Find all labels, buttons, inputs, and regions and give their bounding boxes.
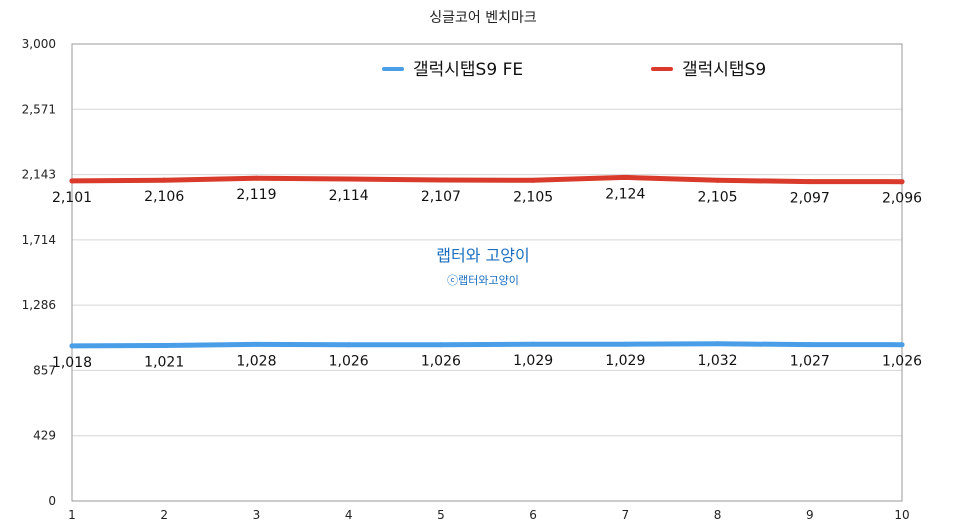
x-tick-label: 7: [622, 508, 630, 522]
series-line-s9fe: [69, 341, 905, 349]
y-tick-label: 429: [33, 429, 56, 443]
y-tick-label: 3,000: [22, 37, 56, 51]
data-label: 2,124: [605, 186, 645, 202]
data-label: 1,029: [605, 353, 645, 369]
data-label: 2,119: [236, 187, 276, 203]
data-point: [715, 341, 721, 347]
data-label: 1,026: [421, 354, 461, 370]
data-label: 2,106: [144, 189, 184, 205]
x-tick-label: 6: [529, 508, 537, 522]
data-label: 2,096: [882, 191, 922, 207]
plot-frame: [71, 43, 903, 502]
data-point: [807, 179, 813, 185]
y-tick-label: 2,571: [22, 102, 56, 116]
data-label: 2,097: [790, 191, 830, 207]
x-tick-label: 9: [806, 508, 814, 522]
data-point: [899, 342, 905, 348]
data-point: [161, 342, 167, 348]
y-tick-label: 857: [33, 363, 56, 377]
data-point: [161, 177, 167, 183]
x-tick-label: 1: [68, 508, 76, 522]
data-label: 2,105: [513, 189, 553, 205]
data-label: 2,101: [52, 190, 92, 206]
x-tick-label: 10: [894, 508, 909, 522]
data-point: [807, 342, 813, 348]
x-tick-label: 8: [714, 508, 722, 522]
data-point: [530, 177, 536, 183]
x-tick-label: 2: [160, 508, 168, 522]
legend-label-s9: 갤럭시탭S9: [682, 60, 766, 80]
x-tick-label: 4: [345, 508, 353, 522]
y-tick-label: 0: [48, 494, 56, 508]
chart-title: 싱글코어 벤치마크: [429, 10, 537, 26]
data-label: 1,026: [882, 354, 922, 370]
y-tick-label: 1,286: [22, 298, 56, 312]
watermark-copyright: ⓒ랩터와고양이: [447, 274, 519, 287]
data-label: 2,114: [329, 188, 369, 204]
data-point: [622, 174, 628, 180]
data-label: 1,032: [698, 353, 738, 369]
data-point: [622, 341, 628, 347]
data-point: [438, 342, 444, 348]
watermark-text: 랩터와 고양이: [436, 246, 529, 265]
x-tick-label: 5: [437, 508, 445, 522]
data-label: 2,107: [421, 189, 461, 205]
x-axis-ticks: 1 2 3 4 5 6 7 8 9 10: [68, 508, 909, 522]
y-tick-label: 1,714: [22, 233, 56, 247]
series-lines: [69, 174, 905, 349]
data-point: [438, 177, 444, 183]
data-point: [69, 178, 75, 184]
x-tick-label: 3: [253, 508, 261, 522]
data-point: [346, 176, 352, 182]
watermark: 랩터와 고양이 ⓒ랩터와고양이: [436, 246, 529, 287]
data-point: [715, 177, 721, 183]
data-point: [346, 342, 352, 348]
series-line-s9: [69, 174, 905, 185]
data-point: [253, 341, 259, 347]
data-label: 1,026: [329, 354, 369, 370]
data-label: 1,029: [513, 353, 553, 369]
grid-lines: [72, 43, 902, 502]
data-point: [253, 175, 259, 181]
y-tick-label: 2,143: [22, 168, 56, 182]
data-point: [530, 341, 536, 347]
data-point: [69, 343, 75, 349]
data-label: 1,021: [144, 354, 184, 370]
data-labels: 1,018 1,021 1,028 1,026 1,026 1,029 1,029 1,032…: [52, 186, 922, 370]
y-axis-ticks: 0 429 857 1,286 1,714 2,143 2,571 3,000: [22, 37, 56, 508]
data-label: 1,027: [790, 354, 830, 370]
data-label: 2,105: [698, 189, 738, 205]
legend: 갤럭시탭S9 FE 갤럭시탭S9: [382, 60, 766, 80]
data-point: [899, 179, 905, 185]
data-label: 1,018: [52, 355, 92, 371]
legend-label-s9fe: 갤럭시탭S9 FE: [413, 60, 523, 80]
data-label: 1,028: [236, 353, 276, 369]
